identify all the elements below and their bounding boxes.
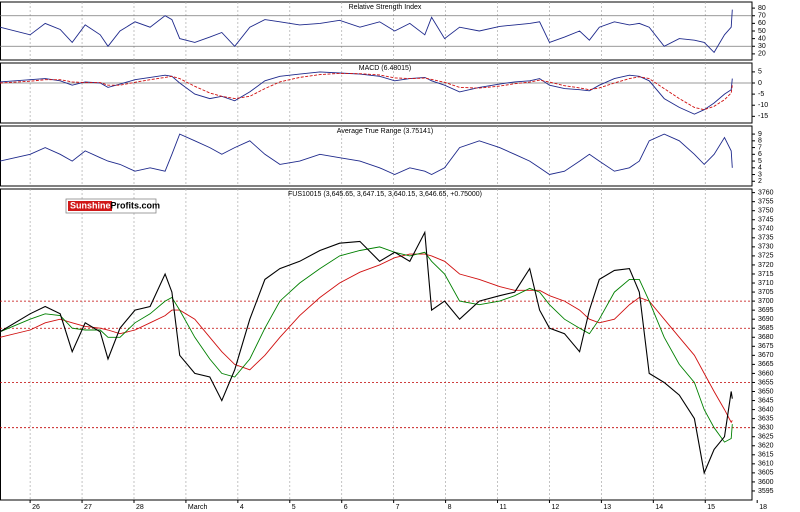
panel-frame [0, 62, 753, 124]
y-tick-label: 3695 [758, 307, 774, 314]
y-tick-label: 3640 [758, 406, 774, 413]
series-line [0, 246, 733, 443]
y-tick-label: 0 [758, 80, 762, 87]
x-tick-label: 4 [240, 504, 244, 511]
y-tick-label: 3665 [758, 361, 774, 368]
y-tick-label: 3600 [758, 479, 774, 486]
y-tick-label: 3690 [758, 316, 774, 323]
y-tick-label: 30 [758, 43, 766, 50]
y-tick-label: 3660 [758, 370, 774, 377]
panel-title: Average True Range (3.75141) [337, 128, 433, 135]
x-tick-label: 8 [448, 504, 452, 511]
y-tick-label: 3655 [758, 379, 774, 386]
series-line [0, 71, 733, 115]
x-tick-label: 11 [500, 504, 507, 511]
y-tick-label: 60 [758, 20, 766, 27]
x-tick-label: March [188, 504, 208, 511]
y-tick-label: 3740 [758, 226, 774, 233]
y-tick-label: 3675 [758, 343, 774, 350]
x-tick-label: 12 [551, 504, 559, 511]
y-tick-label: 80 [758, 5, 766, 12]
logo: SunshineProfits.com [70, 201, 160, 211]
y-tick-label: 2 [758, 178, 762, 185]
y-tick-label: 3610 [758, 461, 774, 468]
y-tick-label: 6 [758, 151, 762, 158]
y-tick-label: 50 [758, 28, 766, 35]
y-tick-label: 3755 [758, 199, 774, 206]
y-tick-label: 20 [758, 51, 766, 58]
panel-title: MACD (6.48015) [359, 65, 412, 72]
logo-part: Profits.com [111, 201, 161, 211]
y-tick-label: 3725 [758, 253, 774, 260]
x-tick-label: 26 [32, 504, 40, 511]
panel-frame [0, 188, 753, 501]
y-tick-label: 3680 [758, 334, 774, 341]
panel-frame [0, 125, 753, 187]
x-tick-label: 15 [707, 504, 715, 511]
series-line [0, 230, 733, 475]
y-tick-label: 3700 [758, 298, 774, 305]
y-tick-label: 3750 [758, 208, 774, 215]
y-tick-label: 3595 [758, 488, 774, 495]
y-tick-label: 3625 [758, 434, 774, 441]
x-tick-label: 5 [292, 504, 296, 511]
y-tick-label: 70 [758, 13, 766, 20]
y-tick-label: 3735 [758, 235, 774, 242]
series-line [0, 9, 733, 54]
y-tick-label: 3715 [758, 271, 774, 278]
y-tick-label: 3620 [758, 443, 774, 450]
y-tick-label: 3745 [758, 217, 774, 224]
x-tick-label: 13 [603, 504, 611, 511]
y-tick-label: 3670 [758, 352, 774, 359]
y-tick-label: 8 [758, 138, 762, 145]
y-tick-label: -10 [758, 102, 768, 109]
x-tick-label: 14 [655, 504, 663, 511]
y-tick-label: 5 [758, 158, 762, 165]
y-tick-label: 3710 [758, 280, 774, 287]
y-tick-label: 3 [758, 171, 762, 178]
y-tick-label: 3630 [758, 425, 774, 432]
y-tick-label: 3705 [758, 289, 774, 296]
x-tick-label: 28 [136, 504, 144, 511]
y-tick-label: 3650 [758, 388, 774, 395]
y-tick-label: 9 [758, 131, 762, 138]
series-line [0, 253, 733, 424]
y-tick-label: -5 [758, 91, 764, 98]
x-tick-label: 7 [396, 504, 400, 511]
y-tick-label: 3720 [758, 262, 774, 269]
panel-title: Relative Strength Index [349, 4, 422, 11]
logo-highlight [68, 201, 112, 211]
y-tick-label: 7 [758, 144, 762, 151]
x-tick-label: 18 [759, 504, 767, 511]
y-tick-label: 3760 [758, 189, 774, 196]
y-tick-label: 3685 [758, 325, 774, 332]
y-tick-label: 3635 [758, 415, 774, 422]
y-tick-label: 5 [758, 69, 762, 76]
x-tick-label: 27 [84, 504, 92, 511]
y-tick-label: 3645 [758, 397, 774, 404]
y-tick-label: -15 [758, 113, 768, 120]
y-tick-label: 40 [758, 35, 766, 42]
series-line [0, 133, 733, 176]
y-tick-label: 3615 [758, 452, 774, 459]
x-tick-label: 6 [344, 504, 348, 511]
y-tick-label: 3605 [758, 470, 774, 477]
y-tick-label: 4 [758, 165, 762, 172]
logo-part: Sunshine [70, 201, 111, 211]
panel-title: FUS10015 (3,645.65, 3,647.15, 3,640.15, … [288, 191, 482, 198]
y-tick-label: 3730 [758, 244, 774, 251]
